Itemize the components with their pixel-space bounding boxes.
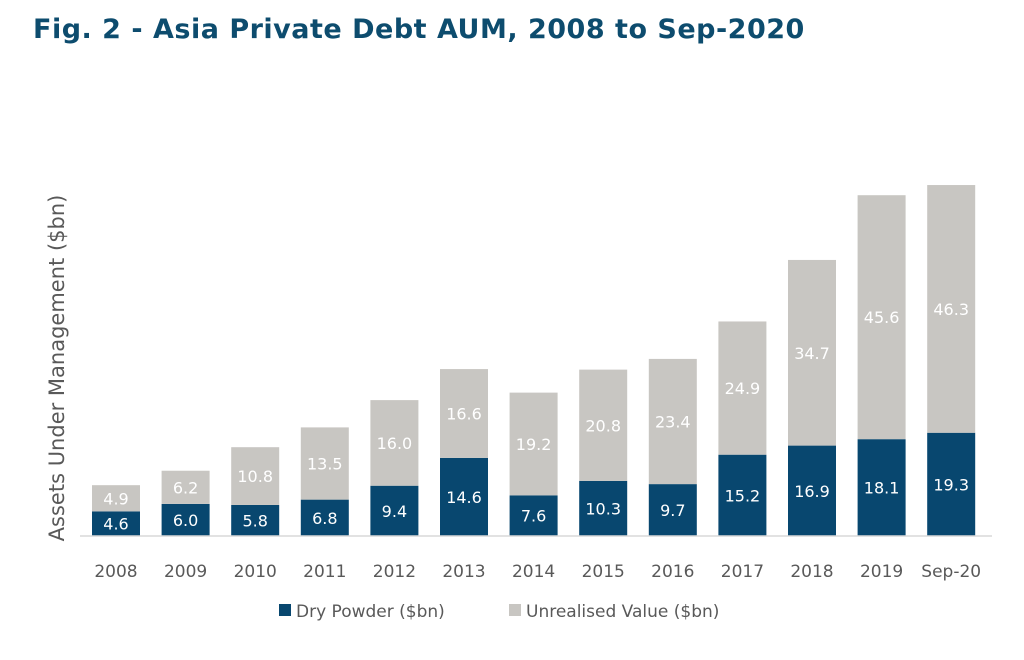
data-label-dry-powder: 10.3	[585, 499, 621, 518]
legend-label-unrealised-value: Unrealised Value ($bn)	[526, 602, 719, 622]
data-label-unrealised-value: 16.6	[446, 404, 482, 423]
data-label-dry-powder: 6.8	[312, 509, 337, 528]
x-tick-label: Sep-20	[921, 562, 981, 582]
bar-dry-powder	[718, 454, 767, 536]
data-label-unrealised-value: 20.8	[585, 416, 621, 435]
bar-unrealised-value	[579, 369, 628, 481]
data-label-dry-powder: 14.6	[446, 488, 482, 507]
data-label-dry-powder: 4.6	[103, 515, 128, 534]
bar-unrealised-value	[231, 447, 280, 505]
data-label-unrealised-value: 19.2	[516, 435, 552, 454]
bar-dry-powder	[92, 511, 140, 536]
bar-unrealised-value	[300, 427, 349, 500]
bar-dry-powder	[300, 499, 349, 536]
x-tick-label: 2018	[790, 562, 833, 582]
x-tick-label: 2016	[651, 562, 694, 582]
data-label-unrealised-value: 46.3	[933, 300, 969, 319]
bar-dry-powder	[857, 439, 906, 536]
bar-unrealised-value	[857, 195, 906, 440]
data-label-dry-powder: 9.7	[660, 501, 685, 520]
bar-unrealised-value	[370, 400, 419, 486]
x-tick-label: 2015	[582, 562, 625, 582]
bar-dry-powder	[370, 485, 419, 536]
bar-dry-powder	[579, 480, 628, 536]
bar-unrealised-value	[161, 470, 210, 504]
data-label-unrealised-value: 45.6	[864, 308, 900, 327]
bar-unrealised-value	[788, 259, 836, 446]
legend: Dry Powder ($bn) Unrealised Value ($bn)	[279, 602, 719, 622]
data-label-unrealised-value: 34.7	[794, 344, 830, 363]
bar-dry-powder	[161, 503, 210, 536]
data-label-unrealised-value: 23.4	[655, 413, 691, 432]
data-label-unrealised-value: 10.8	[237, 467, 273, 486]
x-tick-label: 2008	[94, 562, 137, 582]
x-tick-label: 2017	[721, 562, 764, 582]
bar-dry-powder	[509, 495, 558, 536]
bar-dry-powder	[927, 432, 976, 536]
x-tick-label: 2019	[860, 562, 903, 582]
bar-unrealised-value	[509, 392, 558, 496]
bar-dry-powder	[788, 445, 836, 536]
legend-label-dry-powder: Dry Powder ($bn)	[296, 602, 445, 622]
data-label-unrealised-value: 16.0	[377, 434, 413, 453]
data-label-dry-powder: 15.2	[725, 486, 761, 505]
data-label-unrealised-value: 24.9	[725, 379, 761, 398]
data-label-unrealised-value: 13.5	[307, 455, 343, 474]
data-label-unrealised-value: 6.2	[173, 478, 198, 497]
bar-unrealised-value	[718, 321, 767, 455]
data-label-dry-powder: 19.3	[933, 475, 969, 494]
x-tick-label: 2010	[234, 562, 277, 582]
bar-unrealised-value	[927, 185, 976, 433]
x-tick-label: 2011	[303, 562, 346, 582]
bar-dry-powder	[440, 457, 488, 536]
bar-unrealised-value	[92, 485, 140, 512]
data-label-dry-powder: 5.8	[242, 511, 267, 530]
bar-dry-powder	[648, 484, 697, 536]
data-label-dry-powder: 7.6	[521, 507, 546, 526]
x-tick-labels: 2008 2009 2010 2011 2012 2013 2014 2015 2016 2017…	[94, 562, 981, 582]
chart-title: Fig. 2 - Asia Private Debt AUM, 2008 to …	[33, 14, 805, 45]
x-tick-label: 2014	[512, 562, 555, 582]
bar-unrealised-value	[648, 358, 697, 485]
data-label-dry-powder: 6.0	[173, 511, 198, 530]
data-label-dry-powder: 18.1	[864, 479, 900, 498]
x-tick-label: 2009	[164, 562, 207, 582]
x-tick-label: 2013	[442, 562, 485, 582]
legend-swatch-unrealised-value	[509, 604, 521, 616]
bars-group: 4.6 4.9 6.0 6.2 5.8 10.8 6.8 13.5 9.4 16.0 14.6 16.…	[92, 185, 976, 536]
y-axis-label: Assets Under Management ($bn)	[45, 195, 69, 542]
data-label-unrealised-value: 4.9	[103, 489, 128, 508]
x-tick-label: 2012	[373, 562, 416, 582]
bar-dry-powder	[231, 504, 280, 536]
legend-swatch-dry-powder	[279, 604, 291, 616]
bar-unrealised-value	[440, 369, 488, 458]
data-label-dry-powder: 16.9	[794, 482, 830, 501]
data-label-dry-powder: 9.4	[382, 502, 407, 521]
